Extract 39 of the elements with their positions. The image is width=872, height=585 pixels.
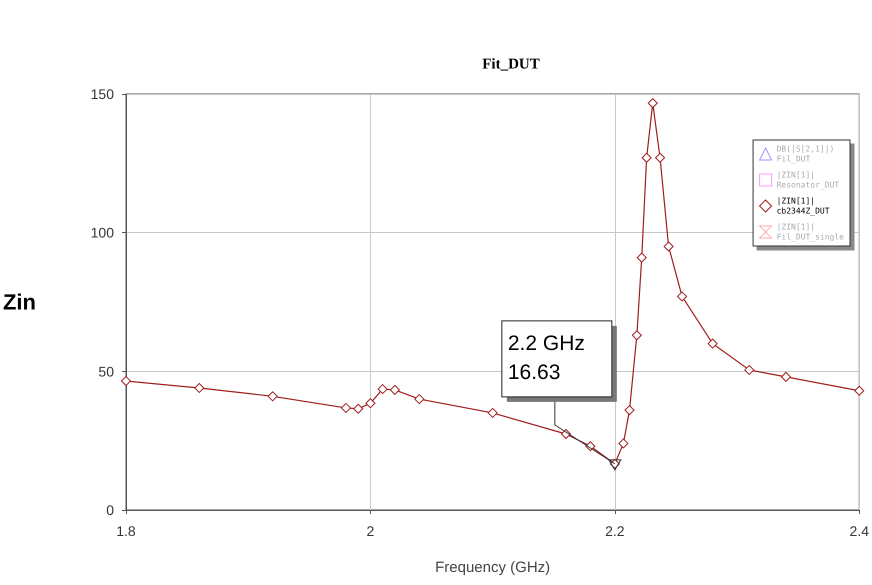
x-tick-label: 2.2 — [605, 523, 625, 539]
point — [618, 438, 628, 448]
x-axis-title: Frequency (GHz) — [435, 559, 550, 576]
point — [378, 384, 388, 394]
point — [642, 152, 652, 163]
point — [677, 291, 688, 302]
legend-label: |ZIN[1]| Fil_DUT_single — [776, 222, 844, 242]
legend-label: DB(|S[2,1]|) Fil_DUT — [776, 144, 834, 164]
annotation: 2.2 GHz 16.63 — [508, 332, 585, 384]
point — [664, 242, 674, 252]
x-tick-label: 1.8 — [116, 523, 136, 539]
point — [624, 405, 635, 416]
point — [708, 338, 718, 349]
point — [780, 372, 791, 382]
point — [365, 398, 376, 408]
legend-label: |ZIN[1]| cb2344Z_DUT — [776, 196, 830, 216]
y-tick-label: 0 — [106, 502, 114, 518]
point — [120, 376, 131, 386]
x-tick-label: 2 — [366, 523, 375, 539]
point — [655, 152, 666, 163]
point — [268, 391, 278, 402]
point — [390, 384, 400, 395]
point — [854, 386, 864, 396]
x-tick-label: 2.4 — [850, 523, 870, 539]
y-tick-label: 150 — [90, 86, 114, 102]
point — [488, 408, 498, 418]
point — [648, 98, 658, 108]
chart-title: Fit_DUT — [482, 56, 540, 72]
point — [636, 252, 647, 263]
point — [744, 364, 754, 375]
point — [632, 330, 642, 340]
y-tick-label: 50 — [98, 363, 114, 380]
point — [340, 402, 351, 413]
point — [194, 382, 204, 393]
point — [353, 404, 364, 414]
y-axis-title: Zin — [2, 290, 36, 314]
point — [414, 394, 424, 404]
y-tick-label: 100 — [90, 224, 114, 241]
legend-label: |ZIN[1]| Resonator_DUT — [776, 170, 840, 190]
